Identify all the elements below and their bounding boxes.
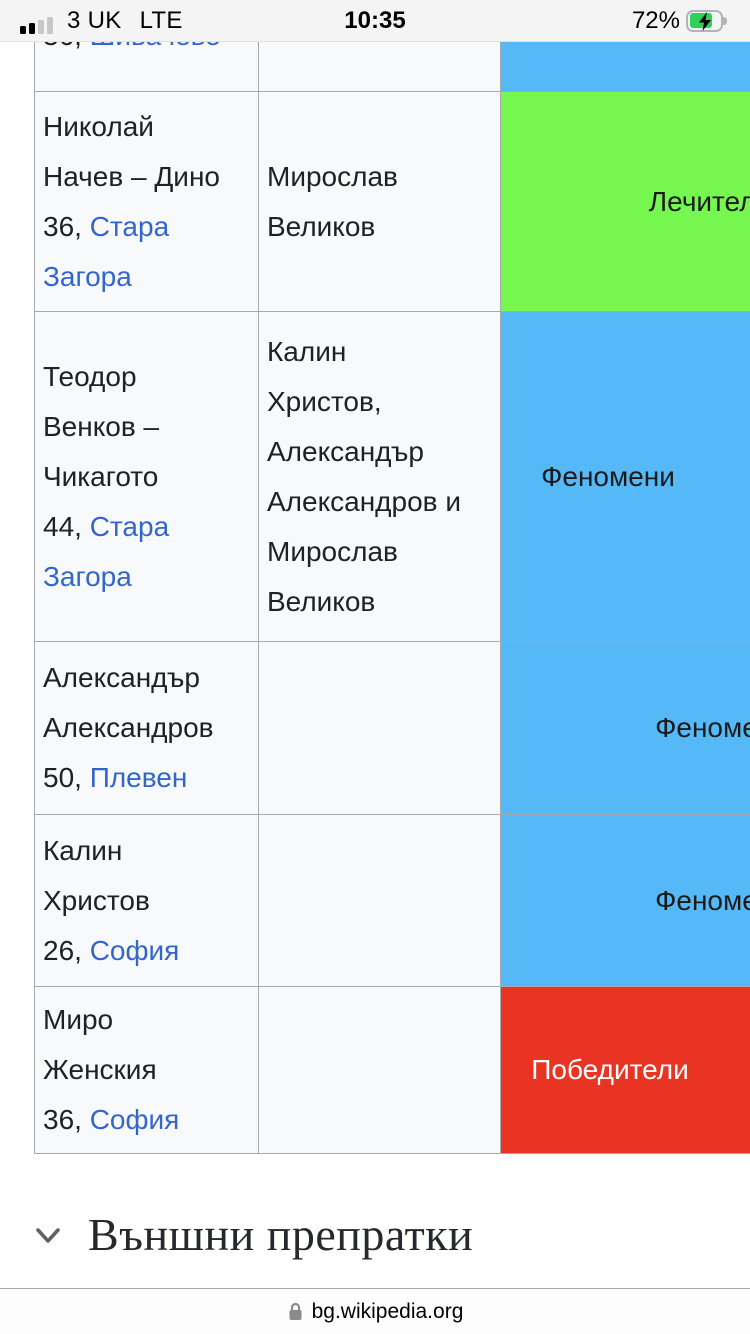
status-bar: 3 UK LTE 10:35 72% <box>0 0 750 42</box>
city-link[interactable]: Стара <box>89 510 170 542</box>
table-row: Александър Александров 50, Плевен Феномени <box>34 642 750 815</box>
cell-text: Николай Начев – Дино 36, Стара Загора <box>43 102 250 302</box>
saved-by-cell <box>259 815 501 987</box>
lightning-bolt-icon <box>699 11 711 31</box>
text-segment: 44, <box>43 510 90 542</box>
url-domain-label: bg.wikipedia.org <box>311 1299 464 1323</box>
team-cell: Победители <box>501 987 750 1154</box>
team-label: Победители <box>531 1054 689 1085</box>
table-row: Калин Христов 26, София Феномени <box>34 815 750 987</box>
text-segment: Христов <box>43 884 150 916</box>
team-label: Лечители <box>648 185 750 217</box>
text-segment: Николай <box>43 110 154 142</box>
city-link[interactable]: Плевен <box>89 762 188 793</box>
text-segment: Миро <box>43 1004 114 1035</box>
city-link[interactable]: София <box>89 934 180 966</box>
text-segment: Мирослав <box>267 535 398 567</box>
text-segment: Александър <box>43 662 200 693</box>
wikipedia-article-content: 36, Шивачево Николай Начев – Дино 36, Стара… <box>0 42 750 1261</box>
carrier-label: 3 UK <box>67 6 122 34</box>
cell-text: Миро Женския 36, София <box>43 995 250 1145</box>
text-segment: Александров и <box>267 485 461 517</box>
status-bar-right: 72% <box>632 7 730 35</box>
contestants-table: 36, Шивачево Николай Начев – Дино 36, Стара… <box>0 42 750 1154</box>
contestant-cell: Александър Александров 50, Плевен <box>35 642 259 815</box>
city-link[interactable]: София <box>89 1104 180 1135</box>
cell-text: Мирослав Великов <box>267 152 492 252</box>
battery-percent-label: 72% <box>631 6 680 34</box>
contestant-cell: Миро Женския 36, София <box>35 987 259 1154</box>
text-segment: Калин <box>43 834 123 866</box>
team-label: Феномени <box>541 460 675 492</box>
cell-text: Теодор Венков – Чикагото 44, Стара Загора <box>43 352 250 602</box>
team-label: Феномени <box>655 712 750 743</box>
team-cell <box>501 42 750 92</box>
text-segment: Калин <box>267 335 347 367</box>
team-cell: Феномени <box>501 312 750 642</box>
text-segment: Христов, <box>267 385 382 417</box>
contestant-cell: Теодор Венков – Чикагото 44, Стара Загора <box>35 312 259 642</box>
contestant-cell: Калин Христов 26, София <box>35 815 259 987</box>
saved-by-cell <box>259 42 501 92</box>
status-bar-left: 3 UK LTE <box>20 7 183 35</box>
text-segment: Начев – Дино <box>43 160 220 192</box>
text-segment: 26, <box>43 934 90 966</box>
cell-text: 36, Шивачево <box>43 42 250 61</box>
table-row: Николай Начев – Дино 36, Стара Загора Миросл… <box>34 92 750 312</box>
cell-text: Калин Христов 26, София <box>43 826 250 976</box>
network-type-label: LTE <box>139 6 183 34</box>
text-segment: Чикагото <box>43 460 159 492</box>
cell-text: Александър Александров 50, Плевен <box>43 653 250 803</box>
text-segment: 50, <box>43 762 90 793</box>
table-row: Теодор Венков – Чикагото 44, Стара Загора Кал… <box>34 312 750 642</box>
section-title: Външни препратки <box>88 1209 474 1260</box>
text-segment: Александров <box>43 712 214 743</box>
saved-by-cell: Мирослав Великов <box>259 92 501 312</box>
contestant-cell: Николай Начев – Дино 36, Стара Загора <box>35 92 259 312</box>
text-segment: Мирослав <box>267 160 398 192</box>
text-segment: Великов <box>267 585 376 617</box>
contestant-cell: 36, Шивачево <box>35 42 259 92</box>
table-row: Миро Женския 36, София Победители <box>34 987 750 1154</box>
text-segment: Александър <box>267 435 424 467</box>
text-segment: Великов <box>267 210 376 242</box>
text-segment: Теодор <box>43 360 137 392</box>
city-link[interactable]: Загора <box>43 560 132 592</box>
team-cell: Феномени <box>501 642 750 815</box>
team-cell: Лечители <box>501 92 750 312</box>
team-label: Феномени <box>655 884 750 916</box>
text-segment: Женския <box>43 1054 157 1085</box>
city-link[interactable]: Загора <box>43 260 132 292</box>
team-cell: Феномени <box>501 815 750 987</box>
cellular-signal-icon <box>20 16 53 35</box>
lock-icon <box>289 1302 302 1320</box>
city-link[interactable]: Стара <box>89 210 170 242</box>
saved-by-cell <box>259 642 501 815</box>
saved-by-cell: Калин Христов, Александър Александров и Миро… <box>259 312 501 642</box>
text-segment: Венков – <box>43 410 160 442</box>
table-row: 36, Шивачево <box>34 42 750 92</box>
saved-by-cell <box>259 987 501 1154</box>
section-heading-external-links[interactable]: Външни препратки <box>30 1208 750 1261</box>
chevron-down-icon[interactable] <box>30 1217 66 1253</box>
cell-text: Калин Христов, Александър Александров и Миро… <box>267 327 492 627</box>
safari-url-bar[interactable]: bg.wikipedia.org <box>0 1288 750 1334</box>
city-link[interactable]: Шивачево <box>90 42 221 51</box>
text-segment: 36, <box>43 1104 90 1135</box>
battery-charging-icon <box>686 9 730 32</box>
text-segment: 36, <box>43 42 90 51</box>
text-segment: 36, <box>43 210 90 242</box>
